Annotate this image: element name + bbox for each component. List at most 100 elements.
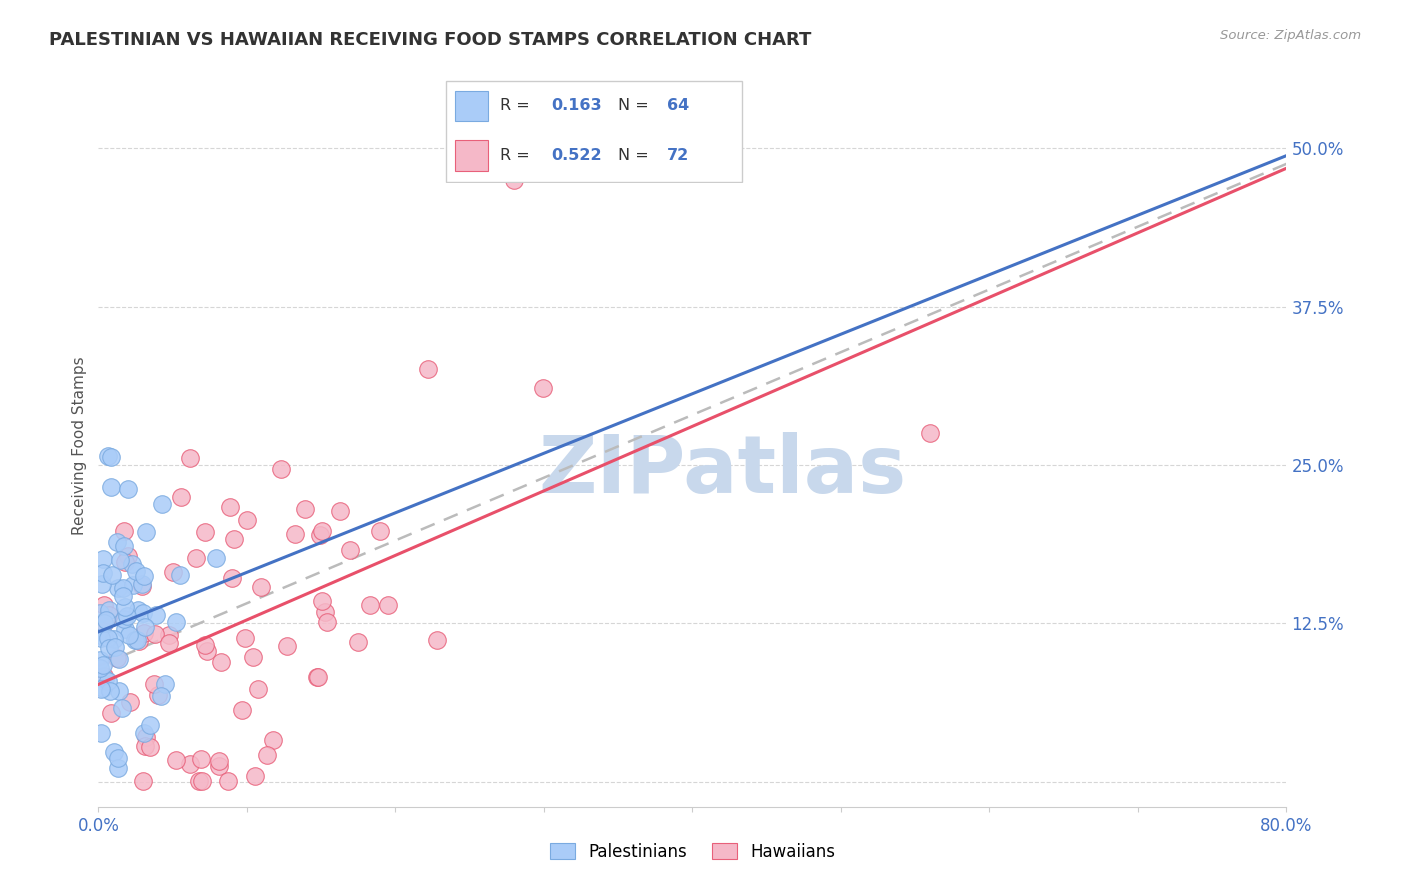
Point	[97, 673, 120, 688]
Point	[107, 751, 129, 765]
Point	[157, 635, 180, 649]
Point	[294, 502, 316, 516]
Point	[219, 500, 242, 515]
Point	[208, 754, 231, 768]
Point	[222, 532, 245, 546]
Point	[100, 706, 122, 720]
Point	[179, 451, 201, 466]
Text: N =: N =	[619, 148, 654, 162]
Text: N =: N =	[619, 98, 654, 113]
Point	[111, 701, 134, 715]
Point	[89, 661, 111, 675]
Text: 72: 72	[666, 148, 689, 162]
Bar	[456, 91, 488, 121]
Point	[138, 739, 160, 754]
Point	[165, 615, 187, 629]
Point	[194, 638, 217, 652]
Point	[108, 651, 131, 665]
Point	[139, 718, 162, 732]
Point	[97, 640, 120, 655]
Point	[107, 581, 129, 595]
Point	[184, 551, 207, 566]
Point	[112, 539, 135, 553]
Point	[195, 644, 218, 658]
Point	[93, 598, 115, 612]
Point	[89, 606, 111, 620]
Point	[125, 565, 148, 579]
Point	[114, 623, 136, 637]
Point	[217, 773, 239, 788]
Point	[307, 670, 329, 684]
Point	[93, 552, 115, 566]
Point	[157, 628, 180, 642]
Point	[339, 543, 361, 558]
Point	[134, 739, 156, 753]
Point	[418, 362, 440, 376]
Point	[150, 497, 173, 511]
Point	[531, 381, 554, 395]
Point	[305, 669, 328, 683]
Point	[103, 745, 125, 759]
Point	[131, 579, 153, 593]
Point	[105, 534, 128, 549]
Point	[97, 603, 120, 617]
Point	[190, 751, 212, 765]
Point	[108, 684, 131, 698]
Point	[170, 490, 193, 504]
Point	[132, 773, 155, 788]
Point	[329, 504, 352, 518]
Point	[142, 677, 165, 691]
Point	[114, 555, 136, 569]
Point	[124, 632, 146, 647]
Point	[231, 703, 253, 717]
Point	[115, 608, 138, 623]
Point	[205, 550, 228, 565]
Point	[90, 576, 112, 591]
Point	[316, 615, 339, 629]
Point	[98, 683, 121, 698]
Point	[235, 513, 257, 527]
Text: PALESTINIAN VS HAWAIIAN RECEIVING FOOD STAMPS CORRELATION CHART: PALESTINIAN VS HAWAIIAN RECEIVING FOOD S…	[49, 31, 811, 49]
Text: R =: R =	[501, 148, 536, 162]
Point	[249, 580, 271, 594]
Text: 0.163: 0.163	[551, 98, 602, 113]
Point	[93, 669, 115, 683]
Point	[146, 688, 169, 702]
Point	[193, 524, 215, 539]
Point	[190, 773, 212, 788]
Point	[121, 578, 143, 592]
FancyBboxPatch shape	[446, 81, 742, 182]
Point	[242, 649, 264, 664]
Point	[134, 620, 156, 634]
Point	[128, 634, 150, 648]
Point	[105, 651, 128, 665]
Point	[90, 632, 112, 646]
Point	[503, 173, 526, 187]
Text: 64: 64	[666, 98, 689, 113]
Point	[309, 528, 332, 542]
Point	[284, 527, 307, 541]
Point	[97, 608, 120, 623]
Point	[314, 605, 336, 619]
Point	[179, 757, 201, 772]
Point	[93, 615, 115, 630]
Point	[132, 606, 155, 620]
Point	[162, 566, 184, 580]
Point	[111, 590, 134, 604]
Point	[426, 633, 449, 648]
Point	[90, 681, 112, 696]
Text: 0.522: 0.522	[551, 148, 602, 162]
Point	[209, 655, 232, 669]
Y-axis label: Receiving Food Stamps: Receiving Food Stamps	[72, 357, 87, 535]
Point	[132, 626, 155, 640]
Point	[188, 773, 211, 788]
Point	[276, 640, 298, 654]
Point	[243, 768, 266, 782]
Text: R =: R =	[501, 98, 536, 113]
Point	[169, 567, 191, 582]
Point	[311, 524, 333, 539]
Point	[90, 726, 112, 740]
Point	[233, 631, 256, 645]
Bar	[456, 140, 488, 170]
Point	[149, 689, 172, 703]
